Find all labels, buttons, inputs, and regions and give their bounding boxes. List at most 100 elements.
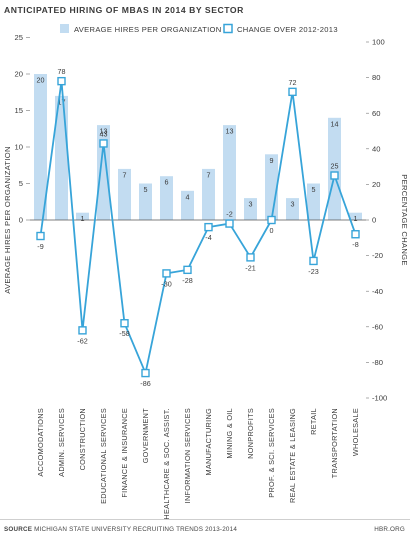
change-value-label: -21 xyxy=(245,263,255,272)
change-value-label: -9 xyxy=(37,242,43,251)
category-label: REAL ESTATE & LEASING xyxy=(288,408,297,503)
change-value-label: -8 xyxy=(352,240,358,249)
change-value-label: -30 xyxy=(161,279,171,288)
category-label: MANUFACTURING xyxy=(204,408,213,476)
bar-value-label: 1 xyxy=(354,214,358,223)
bar-value-label: 3 xyxy=(249,200,253,209)
bar xyxy=(97,125,110,220)
bar-value-label: 7 xyxy=(123,170,127,179)
bar xyxy=(160,176,173,220)
change-marker xyxy=(78,326,87,335)
right-axis-tick-label: -20 xyxy=(372,251,383,260)
change-value-label: 43 xyxy=(100,129,108,138)
category-label: FINANCE & INSURANCE xyxy=(120,408,129,498)
bar xyxy=(202,168,215,220)
change-marker xyxy=(267,215,276,225)
legend-bar-label: AVERAGE HIRES PER ORGANIZATION xyxy=(74,25,222,34)
bar-value-label: 9 xyxy=(270,156,274,165)
category-label: ACCOMODATIONS xyxy=(36,408,45,477)
bar xyxy=(328,117,341,220)
bar xyxy=(34,74,47,220)
bar xyxy=(223,125,236,220)
change-value-label: 0 xyxy=(270,226,274,235)
right-axis-tick-label: 100 xyxy=(372,38,385,47)
bar xyxy=(244,198,257,220)
right-axis-title: PERCENTAGE CHANGE xyxy=(400,174,409,265)
source-text: MICHIGAN STATE UNIVERSITY RECRUITING TRE… xyxy=(34,526,238,533)
change-value-label: -28 xyxy=(182,276,192,285)
change-value-label: -58 xyxy=(119,329,129,338)
change-value-label: 72 xyxy=(289,78,297,87)
change-value-label: 78 xyxy=(58,67,66,76)
right-axis-tick-label: 40 xyxy=(372,144,380,153)
left-axis-tick-label: 10 xyxy=(15,143,23,152)
bar xyxy=(181,190,194,220)
category-label: HEALTHCARE & SOC. ASSIST. xyxy=(162,408,171,520)
legend-line-swatch xyxy=(223,23,233,34)
right-axis-tick-label: 20 xyxy=(372,180,380,189)
bar xyxy=(307,183,320,220)
bar xyxy=(118,168,131,220)
category-label: MINING & OIL xyxy=(225,408,234,459)
change-marker xyxy=(351,230,360,239)
bar-value-label: 14 xyxy=(331,119,339,128)
category-label: PROF. & SCI. SERVICES xyxy=(267,408,276,498)
change-value-label: -86 xyxy=(140,379,150,388)
bar-value-label: 3 xyxy=(291,200,295,209)
legend-line-label: CHANGE OVER 2012-2013 xyxy=(237,25,338,34)
change-marker xyxy=(225,219,234,228)
credit: HBR.ORG xyxy=(374,526,405,533)
change-marker xyxy=(246,253,255,262)
bar xyxy=(139,183,152,220)
right-axis-tick-label: 60 xyxy=(372,109,380,118)
right-axis-tick-label: -80 xyxy=(372,358,383,367)
bar xyxy=(349,212,362,220)
bar-labels: 20 17 1 13 7 5 6 4 7 13 3 9 3 5 14 1 xyxy=(37,76,358,224)
category-label: INFORMATION SERVICES xyxy=(183,408,192,503)
change-marker xyxy=(162,269,171,278)
bar-value-label: 13 xyxy=(100,127,108,136)
change-marker xyxy=(120,319,129,328)
change-value-label: -62 xyxy=(77,336,87,345)
source-label: SOURCE xyxy=(4,526,33,533)
change-value-label: -2 xyxy=(226,210,232,219)
category-label: TRANSPORTATION xyxy=(330,408,339,478)
change-value-label: -23 xyxy=(308,267,318,276)
left-axis-tick-label: 25 xyxy=(15,33,23,42)
bar-value-label: 4 xyxy=(186,192,190,201)
category-label: NONPROFITS xyxy=(246,408,255,459)
change-marker xyxy=(141,368,150,378)
category-label: WHOLESALE xyxy=(351,408,360,456)
bar-value-label: 1 xyxy=(81,214,85,223)
left-axis-tick-label: 0 xyxy=(19,216,23,225)
right-axis-tick-label: 80 xyxy=(372,73,380,82)
left-axis-tick-label: 20 xyxy=(15,70,23,79)
change-value-label: -4 xyxy=(205,233,211,242)
right-axis-tick-label: 0 xyxy=(372,216,376,225)
bar-value-label: 7 xyxy=(207,170,211,179)
change-value-label: 25 xyxy=(331,162,339,171)
source-note: SOURCE MICHIGAN STATE UNIVERSITY RECRUIT… xyxy=(4,526,237,533)
change-marker xyxy=(183,265,192,275)
legend-bar-swatch xyxy=(60,24,69,33)
bar-value-label: 17 xyxy=(58,97,66,106)
bar-value-label: 5 xyxy=(144,185,148,194)
change-marker xyxy=(330,171,339,180)
category-label: RETAIL xyxy=(309,408,318,435)
left-axis: 0 5 10 15 20 25 xyxy=(15,33,30,225)
change-marker xyxy=(57,76,66,86)
right-axis-tick-label: -40 xyxy=(372,287,383,296)
bar-value-label: 13 xyxy=(226,127,234,136)
change-marker xyxy=(309,256,318,266)
x-axis-labels: ACCOMODATIONS ADMIN. SERVICES CONSTRUCTION… xyxy=(36,408,360,520)
bars xyxy=(34,74,362,220)
change-marker xyxy=(288,87,297,97)
change-line-path xyxy=(39,80,357,374)
bar xyxy=(286,198,299,220)
bar-value-label: 20 xyxy=(37,76,45,85)
category-label: CONSTRUCTION xyxy=(78,408,87,470)
bar-value-label: 5 xyxy=(312,185,316,194)
right-axis-tick-label: -60 xyxy=(372,322,383,331)
category-label: EDUCATIONAL SERVICES xyxy=(99,408,108,504)
